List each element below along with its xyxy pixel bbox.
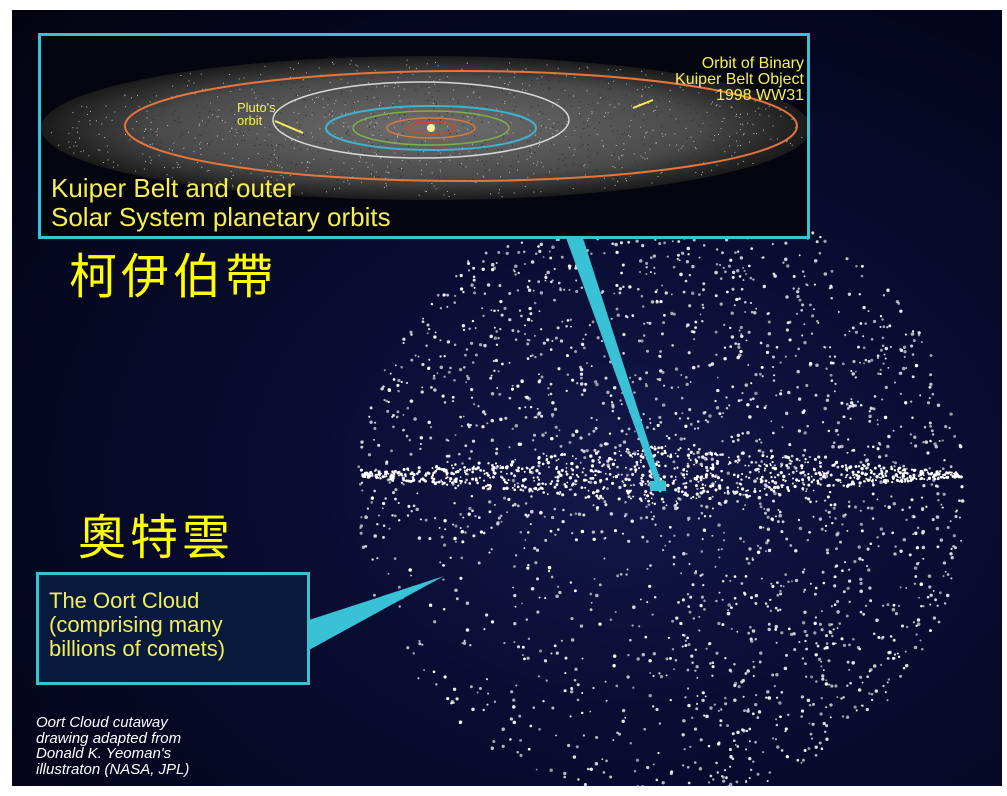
oort-cloud-chinese-label: 奧特雲 — [78, 510, 235, 566]
binary-kbo-orbit — [124, 70, 798, 182]
uranus-orbit — [352, 110, 510, 146]
pluto-orbit — [272, 81, 570, 159]
image-credit: Oort Cloud cutaway drawing adapted from … — [36, 714, 190, 778]
neptune-orbit — [325, 105, 537, 151]
kuiper-belt-inset: Pluto's orbit Orbit of Binary Kuiper Bel… — [38, 33, 810, 239]
pluto-orbit-label: Pluto's orbit — [237, 100, 276, 128]
kuiper-inset-caption: Kuiper Belt and outer Solar System plane… — [51, 173, 391, 232]
pluto-leader — [274, 120, 304, 134]
slide-canvas: Pluto's orbit Orbit of Binary Kuiper Bel… — [12, 10, 1002, 786]
kuiper-belt-disk — [41, 56, 807, 200]
binary-kbo-label: Orbit of Binary Kuiper Belt Object 1998 … — [675, 55, 804, 104]
kuiper-belt-illustration — [41, 56, 807, 200]
oort-cloud-sphere — [357, 191, 965, 786]
kuiper-belt-chinese-label: 柯伊伯帶 — [69, 249, 278, 305]
oort-cloud-text: The Oort Cloud (comprising many billions… — [49, 588, 226, 661]
kuiper-pointer — [565, 235, 662, 488]
jupiter-orbit — [406, 121, 456, 135]
oort-cloud-callout: The Oort Cloud (comprising many billions… — [36, 572, 310, 685]
sun-icon — [427, 124, 435, 132]
kuiper-location-marker — [650, 481, 666, 491]
saturn-orbit — [386, 117, 476, 139]
oort-pointer — [309, 576, 444, 650]
pointer-callouts — [309, 235, 666, 650]
binary-leader — [632, 99, 654, 109]
